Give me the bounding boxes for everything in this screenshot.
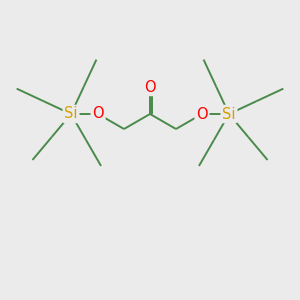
Text: O: O [196,106,208,122]
Text: O: O [144,80,156,94]
Text: Si: Si [64,106,78,122]
Text: Si: Si [222,106,236,122]
Text: O: O [92,106,104,122]
